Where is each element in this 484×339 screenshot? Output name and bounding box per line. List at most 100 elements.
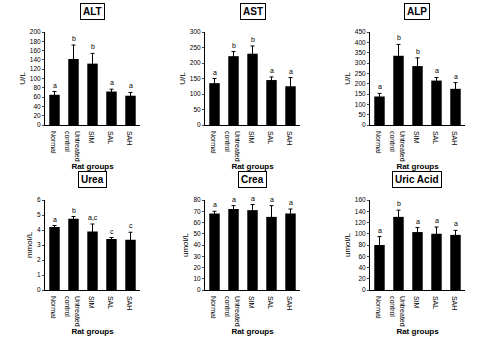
- svg-text:SIM: SIM: [413, 131, 420, 144]
- svg-text:100: 100: [190, 90, 201, 97]
- svg-text:80: 80: [358, 241, 366, 248]
- svg-text:SAH: SAH: [126, 296, 133, 310]
- svg-text:200: 200: [30, 28, 41, 35]
- svg-text:Normal: Normal: [50, 296, 57, 319]
- svg-text:20: 20: [193, 264, 201, 271]
- svg-text:40: 40: [33, 103, 41, 110]
- svg-text:a: a: [435, 67, 439, 74]
- svg-text:a: a: [213, 69, 217, 76]
- svg-text:Rat groups: Rat groups: [71, 327, 114, 336]
- svg-text:U/L: U/L: [18, 72, 27, 85]
- svg-text:a: a: [416, 218, 420, 225]
- svg-text:SAL: SAL: [432, 131, 439, 144]
- svg-text:80: 80: [33, 84, 41, 91]
- svg-text:a: a: [378, 227, 382, 234]
- svg-text:150: 150: [355, 90, 366, 97]
- svg-text:100: 100: [355, 230, 366, 237]
- svg-text:mmol/L: mmol/L: [25, 231, 34, 258]
- svg-text:1: 1: [37, 271, 41, 278]
- svg-text:4: 4: [37, 226, 41, 233]
- svg-text:40: 40: [358, 264, 366, 271]
- svg-text:Urea: Urea: [81, 174, 104, 185]
- svg-text:U/L: U/L: [343, 72, 352, 85]
- svg-text:160: 160: [30, 47, 41, 54]
- svg-text:100: 100: [30, 75, 41, 82]
- svg-text:120: 120: [30, 65, 41, 72]
- svg-text:300: 300: [355, 59, 366, 66]
- svg-text:b: b: [232, 42, 236, 49]
- svg-text:a: a: [53, 82, 57, 89]
- svg-text:Untreatedcontrol: Untreatedcontrol: [224, 131, 240, 162]
- svg-text:a: a: [110, 79, 114, 86]
- svg-text:20: 20: [33, 112, 41, 119]
- svg-text:60: 60: [193, 219, 201, 226]
- svg-text:Normal: Normal: [210, 131, 217, 154]
- svg-text:6: 6: [37, 196, 41, 203]
- svg-text:140: 140: [355, 208, 366, 215]
- svg-text:c: c: [129, 222, 133, 229]
- svg-text:SIM: SIM: [413, 296, 420, 309]
- svg-text:50: 50: [193, 106, 201, 113]
- svg-text:0: 0: [362, 121, 366, 128]
- svg-text:0: 0: [37, 121, 41, 128]
- svg-text:c: c: [110, 228, 114, 235]
- svg-text:Untreatedcontrol: Untreatedcontrol: [389, 296, 405, 327]
- svg-text:a: a: [270, 67, 274, 74]
- svg-text:Normal: Normal: [375, 296, 382, 319]
- svg-text:b: b: [251, 36, 255, 43]
- svg-text:30: 30: [193, 253, 201, 260]
- svg-text:50: 50: [193, 230, 201, 237]
- svg-text:a: a: [129, 82, 133, 89]
- svg-text:100: 100: [355, 101, 366, 108]
- svg-text:350: 350: [355, 49, 366, 56]
- svg-text:SAL: SAL: [107, 296, 114, 309]
- svg-text:a: a: [289, 68, 293, 75]
- svg-text:20: 20: [358, 275, 366, 282]
- svg-text:b: b: [91, 43, 95, 50]
- svg-text:40: 40: [193, 241, 201, 248]
- svg-text:umol/L: umol/L: [181, 232, 190, 257]
- svg-text:AST: AST: [243, 6, 263, 17]
- svg-text:Untreatedcontrol: Untreatedcontrol: [389, 131, 405, 162]
- svg-text:2: 2: [37, 256, 41, 263]
- svg-text:80: 80: [193, 196, 201, 203]
- svg-text:450: 450: [355, 28, 366, 35]
- svg-text:Rat groups: Rat groups: [396, 162, 439, 171]
- svg-text:0: 0: [37, 286, 41, 293]
- svg-text:70: 70: [193, 208, 201, 215]
- svg-text:60: 60: [358, 253, 366, 260]
- svg-text:140: 140: [30, 56, 41, 63]
- svg-text:400: 400: [355, 39, 366, 46]
- svg-text:Rat groups: Rat groups: [71, 162, 114, 171]
- svg-text:a: a: [454, 73, 458, 80]
- svg-text:a: a: [53, 216, 57, 223]
- svg-text:200: 200: [355, 80, 366, 87]
- svg-text:a: a: [232, 196, 236, 203]
- svg-text:b: b: [416, 48, 420, 55]
- svg-text:b: b: [397, 200, 401, 207]
- svg-text:Untreatedcontrol: Untreatedcontrol: [64, 296, 80, 327]
- svg-text:SAL: SAL: [107, 131, 114, 144]
- svg-text:a: a: [378, 83, 382, 90]
- svg-text:60: 60: [33, 93, 41, 100]
- svg-text:U/L: U/L: [178, 72, 187, 85]
- svg-text:Normal: Normal: [50, 131, 57, 154]
- svg-text:3: 3: [37, 241, 41, 248]
- svg-text:Uric Acid: Uric Acid: [395, 174, 439, 185]
- svg-text:SIM: SIM: [88, 131, 95, 144]
- svg-text:250: 250: [355, 70, 366, 77]
- svg-text:0: 0: [362, 286, 366, 293]
- svg-text:10: 10: [193, 275, 201, 282]
- svg-text:Normal: Normal: [210, 296, 217, 319]
- svg-text:Rat groups: Rat groups: [396, 327, 439, 336]
- svg-text:b: b: [72, 207, 76, 214]
- svg-text:a: a: [435, 217, 439, 224]
- svg-text:300: 300: [190, 28, 201, 35]
- svg-text:b: b: [72, 35, 76, 42]
- svg-text:SIM: SIM: [248, 296, 255, 309]
- svg-text:SIM: SIM: [88, 296, 95, 309]
- svg-text:Crea: Crea: [241, 174, 264, 185]
- svg-text:SIM: SIM: [248, 131, 255, 144]
- svg-text:Normal: Normal: [375, 131, 382, 154]
- svg-text:180: 180: [30, 38, 41, 45]
